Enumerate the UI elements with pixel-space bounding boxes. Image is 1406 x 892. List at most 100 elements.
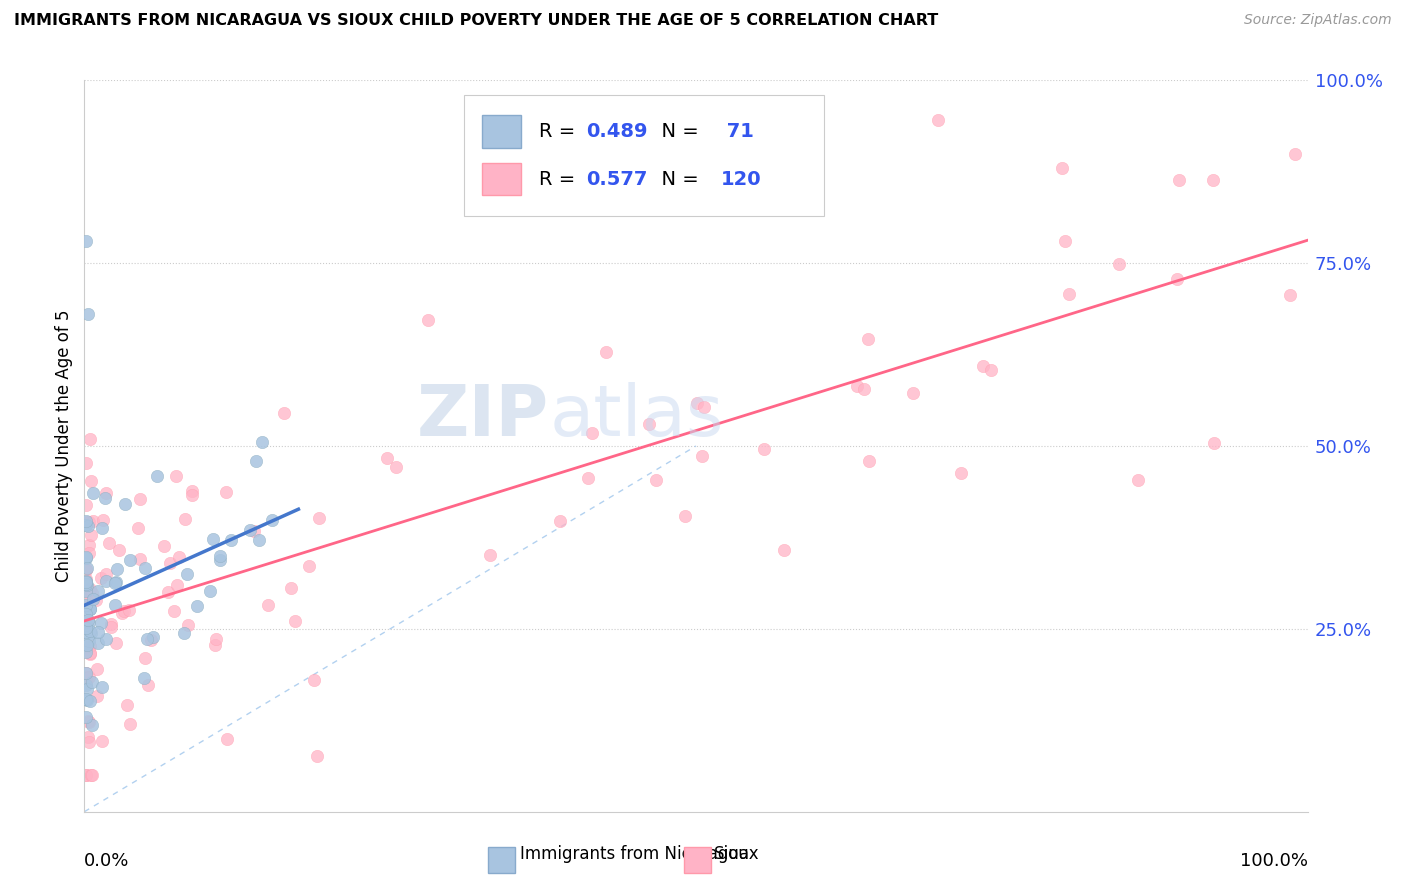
Point — [132, 671, 155, 685]
Point — [87, 583, 110, 598]
Point — [100, 616, 122, 631]
Point — [686, 396, 709, 410]
Point — [82, 592, 104, 607]
Point — [75, 691, 97, 706]
Text: 0.489: 0.489 — [586, 122, 647, 141]
Point — [215, 484, 238, 499]
Point — [111, 606, 134, 620]
Point — [94, 491, 117, 505]
Point — [1108, 257, 1130, 271]
Point — [87, 636, 110, 650]
Point — [1050, 161, 1073, 176]
Point — [79, 646, 101, 660]
Point — [136, 678, 159, 692]
Point — [75, 625, 97, 640]
Point — [1059, 287, 1081, 301]
Point — [75, 549, 97, 564]
Point — [75, 670, 97, 684]
Point — [75, 768, 97, 782]
Point — [156, 585, 179, 599]
Point — [80, 768, 103, 782]
Point — [972, 359, 994, 373]
Point — [129, 552, 152, 566]
Point — [94, 632, 117, 647]
Point — [846, 379, 869, 393]
Point — [166, 578, 188, 592]
Point — [96, 567, 118, 582]
Point — [637, 417, 659, 432]
Point — [308, 511, 330, 525]
Point — [153, 539, 176, 553]
Y-axis label: Child Poverty Under the Age of 5: Child Poverty Under the Age of 5 — [55, 310, 73, 582]
Point — [80, 528, 103, 542]
Point — [1202, 435, 1225, 450]
Point — [87, 624, 110, 639]
Point — [186, 599, 208, 614]
Point — [903, 386, 925, 401]
Point — [75, 671, 97, 685]
Point — [478, 548, 501, 562]
Bar — [683, 847, 710, 872]
Point — [76, 638, 98, 652]
Point — [75, 574, 97, 588]
Point — [163, 604, 186, 618]
Point — [245, 453, 267, 467]
Point — [215, 732, 238, 747]
Point — [673, 509, 696, 524]
Point — [385, 460, 408, 475]
Point — [177, 617, 200, 632]
Point — [1284, 147, 1306, 161]
Point — [86, 662, 108, 676]
Point — [79, 647, 101, 661]
Point — [1202, 173, 1225, 187]
Point — [76, 588, 98, 602]
Point — [180, 484, 202, 499]
Point — [581, 425, 603, 440]
Point — [773, 543, 796, 558]
Point — [377, 451, 399, 466]
Point — [298, 559, 321, 574]
Point — [103, 576, 125, 591]
Point — [94, 486, 117, 500]
Point — [1054, 235, 1077, 249]
Point — [167, 550, 190, 565]
Point — [75, 678, 97, 692]
Point — [752, 442, 775, 457]
Point — [96, 574, 118, 588]
Point — [256, 598, 278, 612]
Point — [75, 615, 97, 630]
Text: Sioux: Sioux — [714, 845, 761, 863]
Point — [576, 470, 599, 484]
Point — [284, 614, 307, 628]
Point — [79, 433, 101, 447]
Point — [127, 521, 149, 535]
Point — [927, 113, 949, 128]
Point — [165, 468, 187, 483]
Text: 0.0%: 0.0% — [84, 852, 129, 870]
Point — [105, 574, 128, 589]
Bar — [482, 115, 522, 148]
Point — [134, 561, 156, 575]
Point — [107, 543, 129, 558]
Point — [208, 552, 231, 566]
Bar — [488, 847, 515, 872]
Point — [200, 584, 222, 599]
Point — [79, 640, 101, 654]
Text: N =: N = — [650, 169, 706, 188]
Point — [75, 617, 97, 632]
Text: ZIP: ZIP — [418, 383, 550, 451]
Point — [75, 515, 97, 529]
Point — [75, 598, 97, 612]
Point — [1126, 473, 1149, 487]
Point — [548, 515, 571, 529]
Point — [858, 454, 880, 468]
Point — [84, 593, 107, 607]
Point — [76, 681, 98, 696]
Point — [77, 734, 100, 748]
Point — [90, 616, 112, 631]
Point — [247, 533, 270, 547]
Point — [79, 624, 101, 638]
Point — [77, 715, 100, 730]
Point — [136, 632, 159, 647]
Point — [91, 513, 114, 527]
